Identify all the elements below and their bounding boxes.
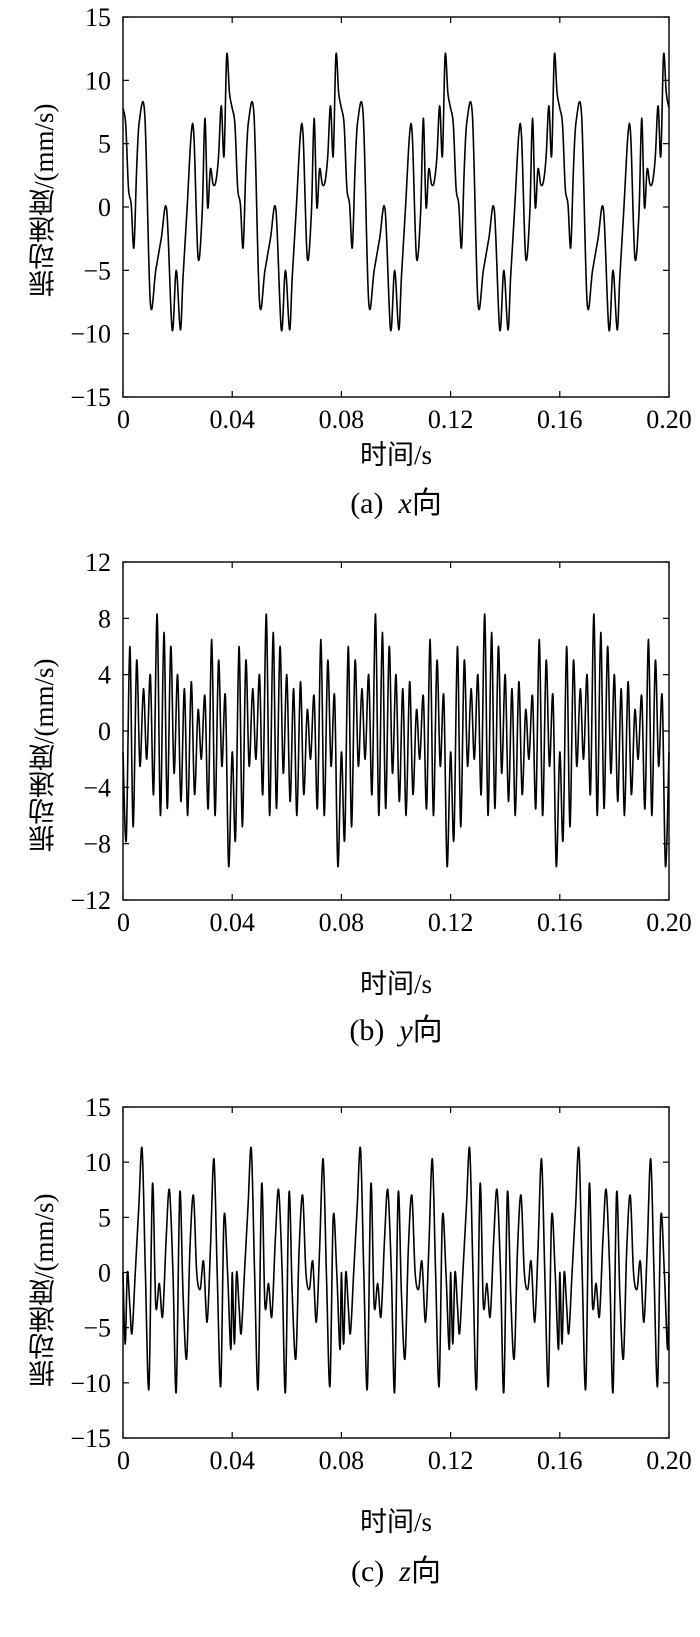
y-tick-label: 0 xyxy=(98,193,111,222)
y-tick-label: −15 xyxy=(70,383,111,412)
series-line xyxy=(122,613,670,868)
y-tick-label: 4 xyxy=(98,661,111,690)
caption-prefix: (c) xyxy=(351,1555,385,1588)
caption-axis-name: x xyxy=(398,487,412,520)
caption-suffix: 向 xyxy=(411,487,442,520)
y-axis-label: 振动速度/(mm/s) xyxy=(29,658,59,852)
x-axis-label: 时间/s xyxy=(359,440,432,470)
x-axis-label: 时间/s xyxy=(359,1507,432,1537)
y-tick-label: −4 xyxy=(83,773,111,802)
caption-prefix: (b) xyxy=(349,1014,385,1047)
y-tick-label: −10 xyxy=(70,1369,111,1398)
y-tick-label: 10 xyxy=(85,66,111,95)
caption-prefix: (a) xyxy=(350,487,384,520)
series-line xyxy=(122,52,670,332)
x-tick-label: 0.04 xyxy=(209,1446,255,1475)
x-tick-label: 0 xyxy=(117,1446,130,1475)
plot-frame xyxy=(122,16,670,398)
y-tick-label: 0 xyxy=(98,1259,111,1288)
caption-axis-name: y xyxy=(399,1014,413,1047)
chart-panel-c: 15 10 5 0 −5 −10 −15 0 0.04 0.08 0.12 0.16 0.20 振动速度… xyxy=(0,1090,700,1637)
y-tick-label: 5 xyxy=(98,1203,111,1232)
x-tick-label: 0.20 xyxy=(646,1446,692,1475)
y-tick-label: −10 xyxy=(70,320,111,349)
y-tick-label: 8 xyxy=(98,604,111,633)
y-tick-label: 10 xyxy=(85,1148,111,1177)
chart-panel-a: 15 10 5 0 −5 −10 −15 0 0.04 0.08 0.12 0.16 0.20 振动速度… xyxy=(0,0,700,545)
panel-caption-a: (a) x向 xyxy=(123,478,669,522)
panel-caption-c: (c) z向 xyxy=(123,1546,669,1590)
y-tick-label: −8 xyxy=(83,830,111,859)
x-tick-label: 0.08 xyxy=(319,908,365,937)
x-tick-label: 0 xyxy=(117,908,130,937)
x-tick-label: 0.04 xyxy=(209,405,255,434)
caption-suffix: 向 xyxy=(412,1014,443,1047)
y-axis-label: 振动速度/(mm/s) xyxy=(29,1193,59,1387)
y-tick-label: 12 xyxy=(85,548,111,577)
x-tick-label: 0.12 xyxy=(428,908,474,937)
x-tick-label: 0.16 xyxy=(537,908,583,937)
caption-axis-name: z xyxy=(399,1555,411,1588)
x-tick-label: 0.04 xyxy=(209,908,255,937)
x-tick-label: 0.08 xyxy=(319,405,365,434)
x-axis-label: 时间/s xyxy=(359,969,432,999)
y-tick-label: −5 xyxy=(83,256,111,285)
y-tick-label: 15 xyxy=(85,3,111,32)
series-line xyxy=(122,1146,670,1394)
caption-suffix: 向 xyxy=(410,1555,441,1588)
panel-caption-b: (b) y向 xyxy=(123,1005,669,1049)
y-tick-label: 15 xyxy=(85,1093,111,1122)
y-tick-label: −5 xyxy=(83,1314,111,1343)
y-tick-label: −12 xyxy=(70,886,111,915)
y-tick-label: −15 xyxy=(70,1424,111,1453)
x-tick-label: 0.16 xyxy=(537,1446,583,1475)
x-tick-label: 0.12 xyxy=(428,1446,474,1475)
y-tick-label: 0 xyxy=(98,717,111,746)
x-tick-label: 0.16 xyxy=(537,405,583,434)
y-tick-label: 5 xyxy=(98,130,111,159)
x-tick-label: 0 xyxy=(117,405,130,434)
x-tick-label: 0.20 xyxy=(646,908,692,937)
x-tick-label: 0.12 xyxy=(428,405,474,434)
plot-frame xyxy=(122,561,670,901)
y-axis-label: 振动速度/(mm/s) xyxy=(29,103,59,297)
x-tick-label: 0.08 xyxy=(319,1446,365,1475)
x-tick-label: 0.20 xyxy=(646,405,692,434)
chart-panel-b: 12 8 4 0 −4 −8 −12 0 0.04 0.08 0.12 0.16 0.20 振动速度/(… xyxy=(0,545,700,1090)
